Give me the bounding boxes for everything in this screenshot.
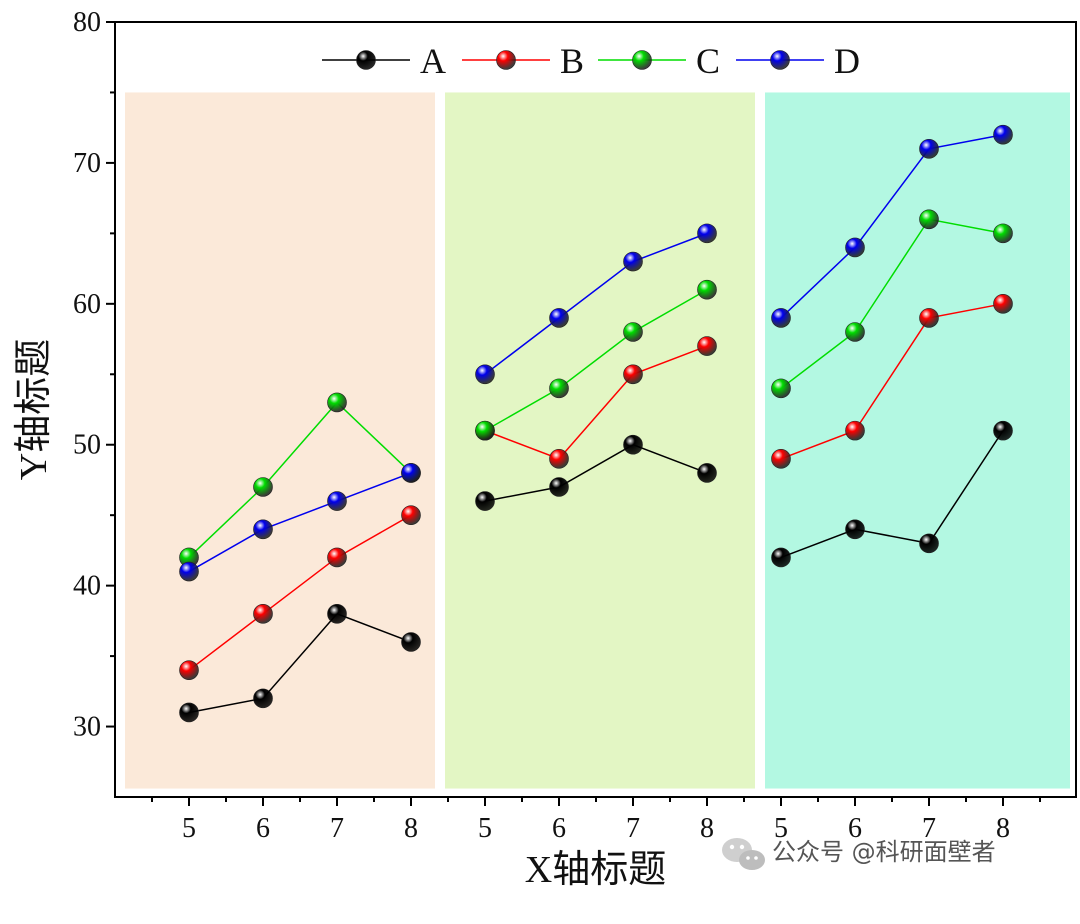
data-point-D	[549, 308, 569, 328]
data-point-C	[919, 209, 939, 230]
legend-marker-D	[770, 50, 790, 70]
data-point-A	[549, 477, 569, 497]
x-axis-title: X轴标题	[525, 849, 666, 891]
data-point-B	[771, 449, 791, 469]
data-point-D	[179, 561, 199, 582]
x-tick-label: 5	[774, 813, 788, 844]
data-point-A	[253, 688, 273, 709]
series-line-D	[780, 133, 1004, 319]
y-tick-label: 40	[73, 571, 101, 602]
series-line-D	[484, 232, 708, 375]
data-point-C	[845, 322, 865, 342]
series-line-A	[780, 430, 1004, 559]
data-point-A	[623, 434, 643, 455]
series-line-A	[188, 612, 412, 714]
data-point-A	[919, 533, 939, 554]
x-tick-label: 8	[404, 813, 418, 844]
x-tick-label: 7	[330, 813, 344, 844]
data-point-D	[993, 124, 1013, 145]
data-point-D	[697, 223, 717, 244]
wechat-logo-icon	[722, 838, 765, 870]
legend-label-B: B	[560, 41, 584, 81]
series-line-C	[780, 218, 1004, 389]
y-tick-label: 50	[73, 430, 101, 461]
legend-label-A: A	[420, 41, 446, 81]
legend: A B C D	[322, 41, 860, 81]
x-tick-label: 7	[626, 813, 640, 844]
data-point-D	[771, 308, 791, 328]
data-point-C	[623, 322, 643, 342]
data-point-B	[401, 505, 421, 525]
y-tick-label: 30	[73, 712, 101, 743]
series-line-C	[484, 289, 708, 432]
x-tick-label: 8	[700, 813, 714, 844]
data-point-B	[623, 364, 643, 385]
data-point-B	[549, 449, 569, 469]
data-point-C	[327, 392, 347, 413]
data-point-C	[993, 223, 1013, 244]
data-point-A	[401, 632, 421, 652]
panel-background-2	[445, 92, 755, 789]
x-tick-label: 6	[552, 813, 566, 844]
legend-marker-A	[356, 50, 376, 70]
data-point-B	[993, 294, 1013, 314]
series-line-B	[188, 514, 412, 671]
series-line-D	[188, 472, 412, 573]
watermark: 公众号 @科研面壁者	[722, 838, 996, 870]
y-tick-label: 60	[73, 289, 101, 320]
x-tick-label: 7	[922, 813, 936, 844]
data-point-A	[771, 547, 791, 568]
y-axis-title: Y轴标题	[13, 339, 55, 480]
data-point-D	[475, 364, 495, 385]
watermark-text: 公众号 @科研面壁者	[772, 838, 996, 866]
legend-marker-B	[496, 50, 516, 70]
x-tick-label: 6	[848, 813, 862, 844]
legend-label-C: C	[696, 41, 720, 81]
data-point-A	[697, 463, 717, 483]
panel-backgrounds	[125, 92, 1070, 789]
y-tick-label: 70	[73, 148, 101, 179]
data-point-B	[179, 660, 199, 680]
data-point-C	[475, 420, 495, 441]
x-tick-label: 8	[996, 813, 1010, 844]
x-tick-label: 6	[256, 813, 270, 844]
data-point-B	[919, 308, 939, 328]
series-line-C	[188, 401, 412, 558]
data-point-D	[623, 251, 643, 272]
data-point-B	[845, 420, 865, 441]
data-point-D	[327, 491, 347, 511]
data-point-A	[179, 702, 199, 723]
data-point-D	[845, 237, 865, 258]
data-point-D	[919, 139, 939, 159]
data-point-C	[549, 378, 569, 399]
legend-marker-C	[632, 50, 652, 70]
data-point-B	[327, 547, 347, 568]
series-line-B	[484, 345, 708, 460]
data-point-D	[253, 519, 273, 540]
panel-background-1	[125, 92, 435, 789]
x-tick-label: 5	[182, 813, 196, 844]
data-point-B	[697, 336, 717, 356]
panel-background-3	[765, 92, 1070, 789]
data-point-A	[475, 491, 495, 511]
data-point-A	[845, 519, 865, 540]
legend-label-D: D	[834, 41, 860, 81]
data-point-C	[697, 279, 717, 300]
series-layer	[179, 124, 1013, 723]
data-point-A	[993, 420, 1013, 441]
y-tick-label: 80	[73, 7, 101, 38]
x-tick-label: 5	[478, 813, 492, 844]
data-point-A	[327, 604, 347, 624]
series-line-B	[780, 303, 1004, 460]
x-axis: 5 6 7 8 5 6 7 8 5 6 7 8	[151, 797, 1041, 844]
data-point-B	[253, 604, 273, 624]
data-point-D	[401, 463, 421, 483]
series-line-A	[484, 443, 708, 502]
data-point-C	[253, 477, 273, 497]
y-axis: 30 40 50 60 70 80	[73, 7, 115, 743]
data-point-C	[771, 378, 791, 399]
